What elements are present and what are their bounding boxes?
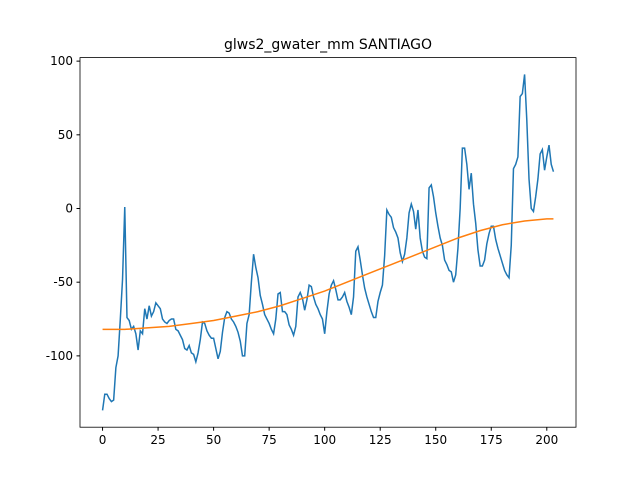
x-tick-label: 75 [261,433,276,447]
data-line [102,218,554,331]
chart-title: glws2_gwater_mm SANTIAGO [224,37,432,53]
data-line [101,74,555,411]
x-tick-label: 50 [206,433,221,447]
y-tick-label: 0 [65,202,73,216]
plot-frame [79,57,577,428]
y-tick-label: -50 [53,275,73,289]
y-tick-label: 100 [50,54,73,68]
y-tick-label: -100 [46,349,73,363]
x-tick-label: 175 [480,433,503,447]
x-tick-label: 0 [99,433,107,447]
y-tick-label: 50 [58,128,73,142]
x-tick-label: 100 [313,433,336,447]
x-tick-label: 125 [369,433,392,447]
x-tick-label: 150 [424,433,447,447]
x-tick-label: 25 [150,433,165,447]
x-tick-label: 200 [535,433,558,447]
